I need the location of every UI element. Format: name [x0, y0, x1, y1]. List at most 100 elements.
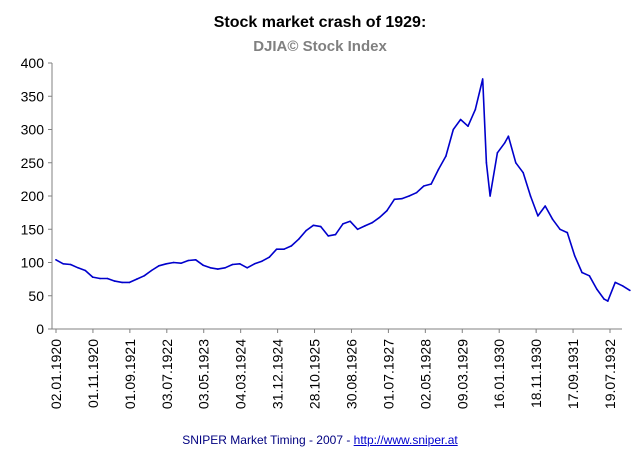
data-point	[128, 281, 131, 284]
data-point	[459, 118, 462, 121]
data-point	[320, 225, 322, 228]
y-tick-label: 400	[21, 55, 45, 71]
x-tick-label: 17.09.1931	[565, 339, 581, 409]
data-point	[150, 269, 153, 272]
x-tick-label: 16.01.1930	[491, 339, 507, 409]
footer-link[interactable]: http://www.sniper.at	[353, 433, 458, 447]
data-point	[596, 288, 598, 290]
y-tick-label: 200	[21, 188, 45, 204]
data-point	[566, 231, 569, 234]
data-point	[121, 281, 123, 284]
data-point	[415, 191, 418, 194]
data-point	[430, 183, 433, 185]
data-point	[165, 263, 168, 265]
x-tick-label: 18.11.1930	[528, 339, 544, 408]
data-point	[544, 205, 546, 207]
data-point	[581, 271, 583, 274]
x-tick-label: 09.03.1929	[454, 339, 470, 409]
data-point	[445, 155, 447, 157]
x-tick-labels: 02.01.1920 01.11.1920 01.09.1921 03.07.1922…	[48, 339, 618, 409]
data-point	[529, 195, 532, 197]
data-point	[334, 233, 337, 236]
data-point	[485, 162, 488, 164]
data-point	[481, 78, 484, 80]
footer-credit: SNIPER Market Timing - 2007 - http://www…	[0, 433, 640, 447]
data-point	[180, 262, 182, 265]
data-point	[607, 300, 609, 302]
data-point	[113, 280, 116, 282]
y-tick-label: 100	[21, 255, 45, 271]
data-point	[507, 135, 510, 137]
data-point	[437, 168, 440, 171]
data-point	[224, 267, 226, 269]
x-tick-label: 01.11.1920	[85, 339, 101, 408]
series-layer	[55, 78, 631, 302]
axes	[51, 63, 622, 330]
data-point	[62, 263, 64, 265]
data-point	[172, 261, 175, 264]
data-point	[467, 125, 469, 127]
data-point	[386, 209, 388, 212]
y-tick-label: 50	[28, 288, 44, 304]
x-tick-label: 19.07.1932	[602, 339, 618, 409]
data-point	[136, 278, 138, 280]
data-point	[588, 275, 591, 277]
x-tick-label: 02.05.1928	[417, 339, 433, 409]
data-point	[504, 142, 506, 144]
data-point	[371, 221, 374, 224]
data-point	[356, 228, 359, 231]
data-point	[489, 195, 491, 197]
data-point	[77, 267, 79, 269]
data-point	[614, 281, 616, 284]
data-point	[393, 198, 396, 201]
data-point	[349, 220, 352, 223]
data-point	[143, 275, 145, 277]
y-tick-label: 250	[21, 155, 45, 171]
data-point	[231, 263, 234, 266]
data-point	[551, 218, 554, 221]
data-point	[452, 128, 455, 131]
data-point	[239, 263, 241, 265]
series-line	[55, 78, 631, 302]
x-tick-label: 02.01.1920	[48, 339, 64, 409]
x-tick-label: 01.09.1921	[122, 339, 138, 409]
data-point	[91, 276, 94, 278]
y-tick-label: 350	[21, 88, 45, 104]
data-point	[55, 259, 57, 261]
data-point	[629, 289, 631, 292]
chart-title: Stock market crash of 1929:	[213, 14, 427, 31]
y-tick-label: 300	[21, 122, 45, 138]
x-tick-label: 04.03.1924	[233, 339, 249, 409]
data-point	[158, 265, 160, 267]
data-point	[217, 268, 219, 270]
data-point	[408, 195, 410, 197]
data-point	[342, 223, 344, 225]
data-point	[327, 235, 330, 237]
data-point	[99, 277, 101, 280]
x-tick-label: 28.10.1925	[307, 339, 323, 409]
data-point	[268, 256, 271, 259]
data-point	[261, 260, 263, 263]
data-point	[106, 277, 109, 280]
chart-subtitle: DJIA© Stock Index	[253, 38, 387, 55]
data-point	[559, 228, 561, 231]
y-tick-label: 0	[36, 321, 44, 337]
data-point	[378, 216, 381, 219]
data-point	[400, 197, 403, 200]
x-tick-label: 01.07.1927	[380, 339, 396, 409]
data-point	[603, 298, 605, 300]
data-point	[253, 263, 256, 265]
data-point	[187, 259, 190, 262]
y-tick-labels: 0 50 100 150 200 250 300 350 400	[21, 55, 45, 337]
data-point	[194, 259, 197, 261]
data-point	[297, 238, 300, 240]
data-point	[202, 264, 204, 267]
data-point	[312, 224, 315, 227]
data-point	[290, 245, 293, 247]
data-point	[621, 285, 624, 287]
data-point	[522, 171, 524, 174]
data-point	[84, 269, 87, 272]
data-point	[209, 267, 212, 269]
y-tick-label: 150	[21, 221, 45, 237]
